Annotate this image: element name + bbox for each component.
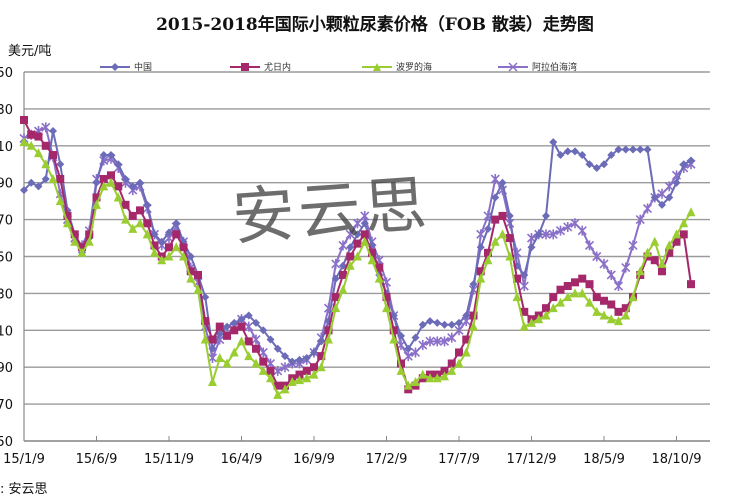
y-tick-label: 10 [0,140,13,155]
y-tick-label: 70 [0,214,13,229]
watermark-text: 安云思 [230,167,433,254]
legend-marker-cross-icon [498,61,528,72]
x-tick-label: 15/1/9 [3,452,45,467]
legend-label: 阿拉伯海湾 [532,63,578,73]
x-tick-label: 15/6/9 [76,452,118,467]
legend-label: 波罗的海 [396,63,433,73]
chart-legend: 中国 尤日内 波罗的海 阿拉伯海湾 [100,60,660,74]
series-line [20,115,695,394]
x-tick-label: 16/4/9 [221,452,263,467]
x-tick-label: 16/9/9 [293,452,335,467]
series-line [20,127,695,366]
y-tick-label: 50 [0,251,13,266]
x-tick-label: 18/5/9 [583,452,625,467]
legend-item-yuzhny: 尤日内 [230,60,291,73]
y-tick-label: 70 [0,398,13,413]
legend-item-arab-gulf: 阿拉伯海湾 [498,60,577,73]
legend-item-china: 中国 [100,60,152,73]
x-tick-label: 15/11/9 [144,452,194,467]
chart-title: 2015-2018年国际小颗粒尿素价格（FOB 散装）走势图 [156,15,594,35]
legend-label: 尤日内 [264,63,292,73]
x-tick-label: 17/7/9 [438,452,480,467]
y-tick-label: 10 [0,324,13,339]
y-tick-label: 50 [0,435,13,450]
y-tick-label: 50 [0,66,13,81]
legend-marker-triangle-icon [362,62,392,71]
y-tick-label: 90 [0,177,13,192]
legend-item-baltic: 波罗的海 [362,60,432,73]
legend-marker-square-icon [230,62,260,71]
legend-label: 中国 [134,63,153,73]
y-tick-label: 30 [0,103,13,118]
series-line [19,137,696,399]
y-tick-label: 30 [0,287,13,302]
x-tick-label: 17/2/9 [366,452,408,467]
x-tick-label: 17/12/9 [506,452,556,467]
x-tick-label: 18/10/9 [651,452,701,467]
source-note: : 安云思 [0,482,48,497]
y-tick-label: 90 [0,361,13,376]
legend-marker-diamond-icon [100,62,130,71]
y-axis-unit-label: 美元/吨 [8,44,52,59]
